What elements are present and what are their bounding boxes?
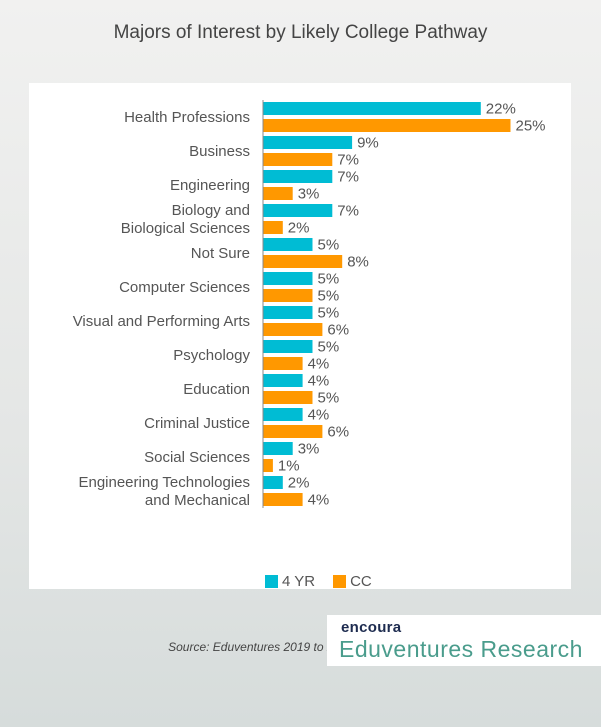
- data-label: 4%: [308, 492, 330, 509]
- bar-4yr: [263, 272, 313, 285]
- legend-label-4yr: 4 YR: [282, 573, 316, 590]
- category-label: Visual and Performing Arts: [73, 313, 250, 330]
- category-label: Criminal Justice: [144, 415, 250, 432]
- data-label: 7%: [337, 152, 359, 169]
- data-label: 7%: [337, 169, 359, 186]
- category-label: Engineering: [170, 177, 250, 194]
- category-label: and Mechanical: [145, 492, 250, 509]
- data-label: 4%: [308, 373, 330, 390]
- bar-4yr: [263, 306, 313, 319]
- data-label: 22%: [486, 101, 516, 118]
- data-label: 6%: [327, 424, 349, 441]
- data-label: 3%: [298, 186, 320, 203]
- bar-chart: Health Professions 22%25%Business 9%7%Engi…: [73, 100, 546, 509]
- bar-cc: [263, 323, 323, 336]
- legend-swatch-4yr: [265, 575, 278, 588]
- bar-4yr: [263, 408, 303, 421]
- category-label: Education: [183, 381, 250, 398]
- category-label: Computer Sciences: [119, 279, 250, 296]
- logo-brand: encoura: [341, 619, 402, 636]
- data-label: 5%: [318, 305, 340, 322]
- legend: 4 YR CC: [265, 573, 372, 590]
- data-label: 5%: [318, 237, 340, 254]
- data-label: 3%: [298, 441, 320, 458]
- bar-cc: [263, 153, 333, 166]
- data-label: 5%: [318, 288, 340, 305]
- logo-name: Eduventures Research: [339, 636, 583, 662]
- category-label: Biology and: [172, 202, 250, 219]
- data-label: 6%: [327, 322, 349, 339]
- bar-4yr: [263, 136, 353, 149]
- category-label: Biological Sciences: [121, 220, 250, 237]
- data-label: 2%: [288, 475, 310, 492]
- legend-swatch-cc: [333, 575, 347, 588]
- bar-cc: [263, 391, 313, 404]
- category-label: Not Sure: [191, 245, 250, 262]
- bar-4yr: [263, 374, 303, 387]
- data-label: 4%: [308, 356, 330, 373]
- bar-4yr: [263, 102, 481, 115]
- bar-cc: [263, 357, 303, 370]
- category-label: Engineering Technologies: [78, 474, 250, 491]
- data-label: 1%: [278, 458, 300, 475]
- data-label: 8%: [347, 254, 369, 271]
- category-label: Psychology: [173, 347, 250, 364]
- bar-4yr: [263, 204, 333, 217]
- bar-4yr: [263, 238, 313, 251]
- data-label: 4%: [308, 407, 330, 424]
- data-label: 5%: [318, 271, 340, 288]
- data-label: 7%: [337, 203, 359, 220]
- bar-4yr: [263, 340, 313, 353]
- bar-cc: [263, 255, 343, 268]
- category-label: Social Sciences: [144, 449, 250, 466]
- data-label: 25%: [516, 118, 546, 135]
- legend-label-cc: CC: [350, 573, 372, 590]
- category-label: Business: [189, 143, 250, 160]
- bar-4yr: [263, 170, 333, 183]
- bar-cc: [263, 187, 293, 200]
- bar-4yr: [263, 476, 283, 489]
- bar-cc: [263, 493, 303, 506]
- chart-title: Majors of Interest by Likely College Pat…: [113, 22, 488, 43]
- data-label: 5%: [318, 339, 340, 356]
- data-label: 9%: [357, 135, 379, 152]
- bar-cc: [263, 221, 283, 234]
- bar-4yr: [263, 442, 293, 455]
- bar-cc: [263, 425, 323, 438]
- category-label: Health Professions: [124, 109, 250, 126]
- eduventures-logo: encoura Eduventures Research: [327, 615, 601, 666]
- data-label: 2%: [288, 220, 310, 237]
- bar-cc: [263, 459, 273, 472]
- bar-cc: [263, 119, 511, 132]
- data-label: 5%: [318, 390, 340, 407]
- chart-card: Health Professions 22% 25% Business 9% 7% Engi…: [29, 83, 571, 654]
- bar-cc: [263, 289, 313, 302]
